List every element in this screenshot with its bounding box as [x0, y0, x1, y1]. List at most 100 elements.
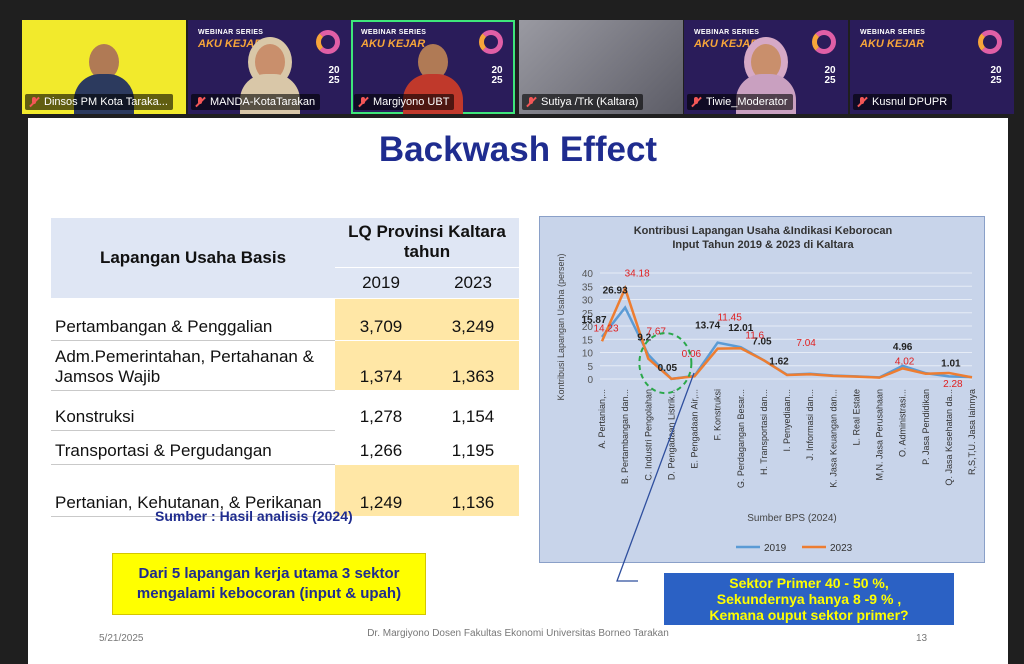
participant-name: Margiyono UBT — [373, 96, 450, 108]
data-label-2019: 15.87 — [581, 315, 606, 326]
webinar-series-label: WEBINAR SERIES — [198, 29, 264, 36]
y-tick-label: 10 — [582, 349, 594, 360]
sector-label: Pertambangan & Penggalian — [51, 298, 335, 341]
webinar-year-bottom: 25 — [491, 75, 503, 86]
callout-line: mengalami kebocoran (input & upah) — [136, 585, 402, 602]
y-tick-label: 30 — [582, 296, 594, 307]
participant-name-bar: Kusnul DPUPR — [853, 94, 953, 110]
lq-2023-value: 3,249 — [426, 298, 519, 341]
data-label-2023: 14.23 — [593, 323, 618, 334]
x-category-label: D. Pengadaan Listrik... — [666, 389, 676, 480]
primary-sector-callout: Sektor Primer 40 - 50 %, Sekundernya han… — [664, 573, 954, 625]
data-label-2023: 34.18 — [625, 268, 650, 279]
callout-line: Sekundernya hanya 8 -9 % , — [716, 591, 902, 607]
data-label-2023: 7.04 — [796, 338, 816, 349]
x-category-label: I. Penyediaan... — [782, 389, 792, 452]
webinar-logo-icon — [316, 30, 340, 54]
sector-label: Konstruksi — [51, 390, 335, 431]
table-row: Adm.Pemerintahan, Pertahanan & Jamsos Wa… — [51, 340, 519, 391]
webinar-year-bottom: 25 — [824, 75, 836, 86]
x-category-label: Q. Jasa Kesehatan da... — [944, 389, 954, 486]
webinar-title-label: AKU KEJAR — [198, 38, 263, 50]
webinar-logo-icon — [479, 30, 503, 54]
participant-name: Tiwie_Moderator — [706, 96, 788, 108]
y-tick-label: 40 — [582, 269, 594, 280]
webinar-logo-icon — [978, 30, 1002, 54]
table-row: Transportasi & Pergudangan 1,266 1,195 — [51, 430, 519, 465]
participant-name-bar: Tiwie_Moderator — [687, 94, 793, 110]
webinar-title-label: AKU KEJAR — [860, 38, 925, 50]
data-label-2019: 0.05 — [658, 363, 678, 374]
webinar-year-top: 20 — [824, 65, 836, 76]
table-row: Konstruksi 1,278 1,154 — [51, 390, 519, 431]
x-axis-label: Sumber BPS (2024) — [747, 513, 837, 524]
x-category-label: G. Perdagangan Besar... — [736, 389, 746, 488]
y-tick-label: 5 — [587, 362, 593, 373]
lq-2019-value: 3,709 — [335, 298, 427, 341]
participant-tile[interactable]: Sutiya /Trk (Kaltara) — [519, 20, 683, 114]
x-category-label: K. Jasa Keuangan dan... — [828, 389, 838, 488]
participant-name: Dinsos PM Kota Taraka... — [44, 96, 168, 108]
data-label-2019: 9.2 — [637, 333, 651, 344]
webinar-year-label: 20 25 — [988, 66, 1004, 86]
x-category-label: R,S,T,U. Jasa lainnya — [967, 389, 977, 475]
x-category-label: M,N. Jasa Perusahaan — [875, 389, 885, 481]
participant-tile[interactable]: WEBINAR SERIES AKU KEJAR 20 25 Tiwie_Moderat… — [684, 20, 848, 114]
participant-name: MANDA-KotaTarakan — [210, 96, 316, 108]
table-source: Sumber : Hasil analisis (2024) — [155, 508, 353, 524]
slide-title: Backwash Effect — [378, 130, 658, 169]
x-category-label: F. Konstruksi — [713, 389, 723, 441]
x-category-label: P. Jasa Pendidikan — [921, 389, 931, 465]
x-category-label: A. Pertanian,... — [597, 389, 607, 449]
lq-2023-value: 1,154 — [426, 390, 519, 431]
mic-muted-icon — [525, 96, 537, 108]
footer-date: 5/21/2025 — [99, 633, 144, 644]
participant-tile[interactable]: WEBINAR SERIES AKU KEJAR 20 25 MANDA-KotaTar… — [188, 20, 352, 114]
y-tick-label: 15 — [582, 335, 594, 346]
participant-name-bar: Sutiya /Trk (Kaltara) — [522, 94, 644, 110]
participant-name-bar: Margiyono UBT — [354, 94, 455, 110]
x-category-label: H. Transportasi dan... — [759, 389, 769, 475]
participant-tile[interactable]: Dinsos PM Kota Taraka... — [22, 20, 186, 114]
webinar-year-top: 20 — [491, 65, 503, 76]
participant-name-bar: Dinsos PM Kota Taraka... — [25, 94, 173, 110]
chart-panel: Kontribusi Lapangan Usaha &Indikasi Kebo… — [539, 216, 985, 563]
presentation-slide: Backwash Effect Lapangan Usaha Basis LQ … — [28, 118, 1008, 664]
x-category-label: C. Industri Pengolahan — [643, 389, 653, 481]
lq-table: Lapangan Usaha Basis LQ Provinsi Kaltara… — [51, 218, 519, 517]
webinar-title-label: AKU KEJAR — [694, 38, 759, 50]
data-label-2023: 0.06 — [682, 349, 702, 360]
webinar-year-bottom: 25 — [990, 75, 1002, 86]
series-line-2023 — [600, 284, 973, 381]
y-tick-label: 25 — [582, 309, 594, 320]
mic-muted-icon — [856, 96, 868, 108]
data-label-2023: 7.67 — [647, 327, 667, 338]
webinar-series-label: WEBINAR SERIES — [860, 29, 926, 36]
table-header-year: 2019 — [335, 266, 427, 299]
data-label-2023: 4.02 — [895, 356, 915, 367]
x-category-label: E. Pengadaan Air,... — [690, 389, 700, 469]
x-category-label: L. Real Estate — [851, 389, 861, 446]
participant-tile[interactable]: WEBINAR SERIES AKU KEJAR 20 25 Kusnul DPUPR — [850, 20, 1014, 114]
contribution-chart: Kontribusi Lapangan Usaha &Indikasi Kebo… — [556, 225, 977, 554]
legend-label: 2023 — [830, 543, 853, 554]
table-header-year: 2023 — [426, 266, 519, 299]
callout-line: Dari 5 lapangan kerja utama 3 sektor — [138, 565, 400, 582]
x-category-label: B. Pertambangan dan... — [620, 389, 630, 484]
data-label-2019: 4.96 — [893, 342, 913, 353]
data-label-2019: 7.05 — [752, 336, 772, 347]
data-label-2019: 1.01 — [941, 358, 961, 369]
data-label-2023: 11.45 — [717, 313, 742, 324]
webinar-logo-icon — [812, 30, 836, 54]
webinar-series-label: WEBINAR SERIES — [361, 29, 427, 36]
chart-title: Kontribusi Lapangan Usaha &Indikasi Kebo… — [634, 225, 893, 237]
participant-name: Sutiya /Trk (Kaltara) — [541, 96, 639, 108]
table-header-sector: Lapangan Usaha Basis — [51, 218, 335, 299]
participant-name: Kusnul DPUPR — [872, 96, 948, 108]
participant-tile[interactable]: WEBINAR SERIES AKU KEJAR 20 25 Margiyono UBT — [351, 20, 515, 114]
webinar-year-top: 20 — [328, 65, 340, 76]
data-label-2019: 26.93 — [603, 286, 628, 297]
data-label-2019: 1.62 — [769, 357, 789, 368]
x-category-label: O. Administrasi... — [898, 389, 908, 457]
webinar-year-label: 20 25 — [822, 66, 838, 86]
